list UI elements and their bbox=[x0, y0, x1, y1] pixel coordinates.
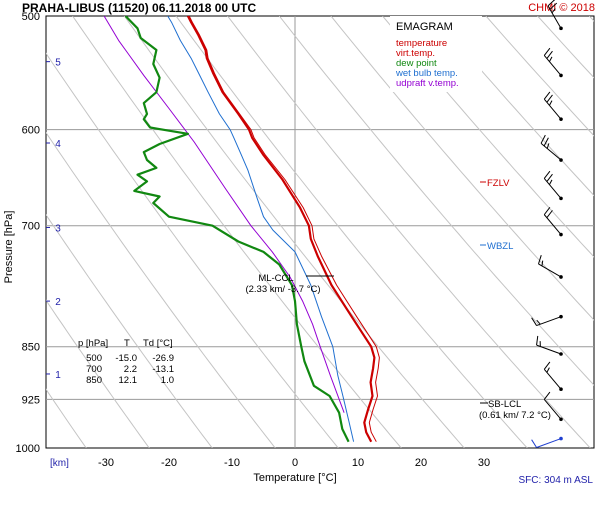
ml-ccl-label: ML-CCL bbox=[258, 273, 293, 284]
wind-barb-station bbox=[559, 233, 563, 237]
table-cell-p-500: 500 bbox=[86, 353, 102, 364]
km-tick-2: 2 bbox=[55, 297, 61, 308]
wind-barb-station bbox=[559, 352, 563, 356]
km-tick-5: 5 bbox=[55, 58, 61, 69]
wind-barb-station bbox=[559, 158, 563, 162]
wind-barb-station bbox=[559, 275, 563, 279]
km-tick-1: 1 bbox=[55, 370, 61, 381]
x-axis-label: Temperature [°C] bbox=[253, 472, 336, 484]
table-cell-p-700: 700 bbox=[86, 364, 102, 375]
y-tick-1000: 1000 bbox=[16, 443, 40, 455]
table-cell-t-700: 2.2 bbox=[124, 364, 137, 375]
table-header-t: T bbox=[124, 338, 130, 349]
x-tick-30: 30 bbox=[478, 457, 490, 469]
y-tick-600: 600 bbox=[22, 125, 40, 137]
x-tick-10: 10 bbox=[352, 457, 364, 469]
wind-barb-station bbox=[559, 437, 563, 441]
ml-ccl-value: (2.33 km/ -3.7 °C) bbox=[245, 284, 320, 295]
km-unit-label: [km] bbox=[50, 458, 69, 469]
wind-barb-station bbox=[559, 197, 563, 201]
x-tick--30: -30 bbox=[98, 457, 114, 469]
table-cell-td-850: 1.0 bbox=[161, 375, 174, 386]
x-tick-20: 20 bbox=[415, 457, 427, 469]
surface-elevation-label: SFC: 304 m ASL bbox=[519, 475, 594, 486]
legend-title: EMAGRAM bbox=[396, 21, 453, 33]
wbzl-label: WBZL bbox=[487, 241, 513, 252]
table-header-td: Td [°C] bbox=[143, 338, 173, 349]
wind-barb-station bbox=[559, 27, 563, 31]
km-tick-4: 4 bbox=[55, 139, 61, 150]
wind-barb-station bbox=[559, 315, 563, 319]
x-tick-0: 0 bbox=[292, 457, 298, 469]
km-tick-3: 3 bbox=[55, 223, 61, 234]
sb-lcl-label: SB-LCL bbox=[488, 399, 521, 410]
chart-header-title: PRAHA-LIBUS (11520) 06.11.2018 00 UTC bbox=[22, 1, 256, 15]
legend-entry-updraft: udpraft v.temp. bbox=[396, 78, 459, 89]
table-cell-p-850: 850 bbox=[86, 375, 102, 386]
x-tick--20: -20 bbox=[161, 457, 177, 469]
credit-label: CHMI © 2018 bbox=[528, 2, 595, 14]
sb-lcl-value: (0.61 km/ 7.2 °C) bbox=[479, 410, 551, 421]
fzlv-label: FZLV bbox=[487, 178, 510, 189]
y-tick-700: 700 bbox=[22, 221, 40, 233]
table-cell-td-500: -26.9 bbox=[152, 353, 174, 364]
wind-barb-station bbox=[559, 387, 563, 391]
wind-barb-station bbox=[559, 117, 563, 121]
wind-barb-station bbox=[559, 418, 563, 422]
table-cell-td-700: -13.1 bbox=[152, 364, 174, 375]
table-cell-t-500: -15.0 bbox=[115, 353, 137, 364]
x-tick--10: -10 bbox=[224, 457, 240, 469]
wind-barb-station bbox=[559, 74, 563, 78]
y-tick-500: 500 bbox=[22, 11, 40, 23]
table-header-p: p [hPa] bbox=[78, 338, 108, 349]
y-tick-925: 925 bbox=[22, 394, 40, 406]
legend: EMAGRAM temperature virt.temp. dew point… bbox=[390, 16, 482, 92]
table-cell-t-850: 12.1 bbox=[119, 375, 138, 386]
y-axis-label: Pressure [hPa] bbox=[3, 211, 15, 284]
y-tick-850: 850 bbox=[22, 342, 40, 354]
